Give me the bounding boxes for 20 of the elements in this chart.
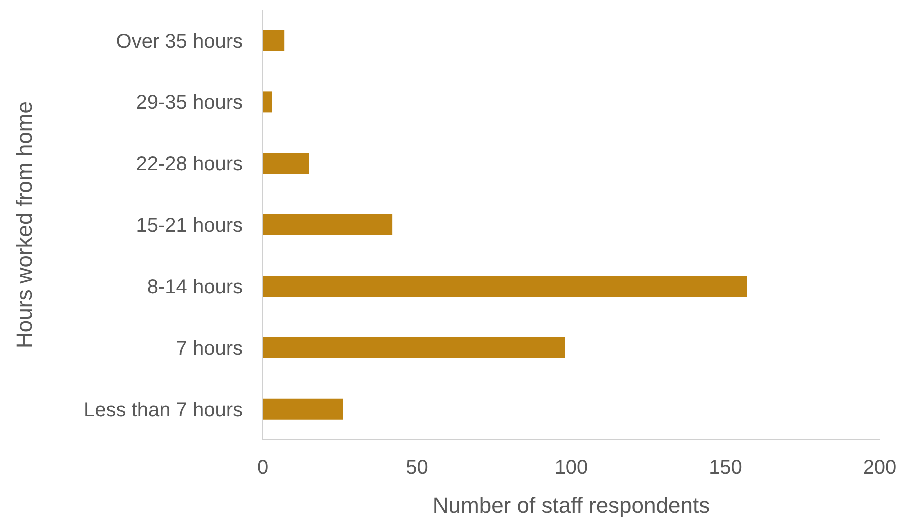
y-tick-label: 29-35 hours — [136, 92, 243, 114]
bar — [263, 92, 272, 113]
bar — [263, 30, 285, 52]
y-axis-title: Hours worked from home — [12, 102, 37, 348]
y-tick-label: Over 35 hours — [116, 30, 243, 53]
y-tick-label: Less than 7 hours — [84, 399, 243, 422]
x-tick-label: 100 — [554, 457, 588, 480]
bar — [263, 276, 748, 297]
x-tick-label: 0 — [257, 457, 269, 480]
bar — [263, 337, 566, 358]
bar — [263, 398, 344, 420]
y-tick-label: 15-21 hours — [136, 215, 243, 238]
x-tick-label: 200 — [863, 457, 897, 480]
x-tick-label: 50 — [406, 457, 428, 480]
y-tick-label: 8-14 hours — [147, 276, 243, 299]
y-tick-label: 7 hours — [176, 338, 243, 360]
bar — [263, 153, 310, 174]
x-tick-label: 150 — [709, 457, 742, 480]
bar — [263, 214, 393, 236]
y-tick-label: 22-28 hours — [136, 154, 243, 176]
